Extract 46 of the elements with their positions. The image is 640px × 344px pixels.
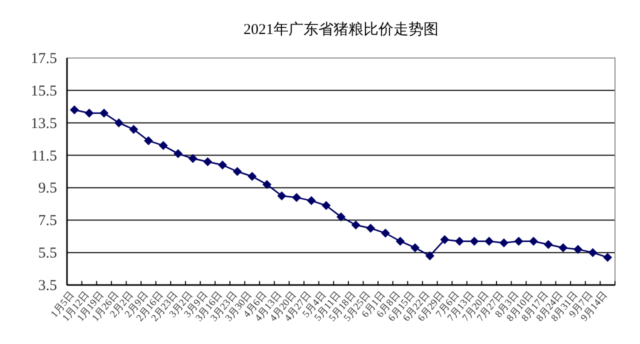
point bbox=[380, 228, 390, 238]
y-tick-label: 7.5 bbox=[38, 213, 57, 230]
point bbox=[114, 118, 124, 128]
point bbox=[218, 160, 228, 170]
point bbox=[573, 244, 582, 254]
point bbox=[484, 236, 494, 246]
point bbox=[588, 248, 598, 258]
point bbox=[396, 236, 405, 246]
point bbox=[558, 243, 568, 252]
point bbox=[262, 180, 272, 189]
point bbox=[425, 251, 434, 260]
point bbox=[410, 243, 420, 252]
point bbox=[188, 154, 198, 164]
point bbox=[514, 236, 524, 246]
y-tick-label: 11.5 bbox=[31, 148, 57, 164]
point bbox=[158, 141, 168, 150]
point bbox=[144, 136, 153, 146]
point bbox=[232, 167, 242, 176]
y-tick-label: 15.5 bbox=[30, 83, 57, 100]
point bbox=[248, 172, 257, 181]
point bbox=[100, 108, 109, 118]
point bbox=[322, 201, 331, 210]
point bbox=[366, 224, 376, 233]
y-tick-label: 13.5 bbox=[30, 116, 57, 132]
point bbox=[277, 191, 286, 200]
point bbox=[129, 124, 138, 134]
point bbox=[351, 220, 360, 230]
point bbox=[84, 108, 94, 118]
y-tick-label: 3.5 bbox=[38, 278, 57, 294]
point bbox=[499, 238, 508, 248]
point bbox=[70, 105, 79, 114]
point bbox=[292, 192, 302, 202]
point bbox=[544, 240, 553, 249]
y-tick-label: 17.5 bbox=[30, 51, 57, 67]
point bbox=[174, 149, 183, 158]
point bbox=[470, 236, 479, 246]
point bbox=[454, 236, 464, 246]
point bbox=[440, 235, 450, 244]
point bbox=[203, 157, 212, 166]
y-tick-label: 9.5 bbox=[38, 180, 57, 197]
chart-title: 2021年广东省猪粮比价走势图 bbox=[244, 21, 438, 38]
point bbox=[306, 196, 316, 206]
y-tick-label: 5.5 bbox=[38, 246, 57, 262]
point bbox=[336, 212, 346, 222]
point bbox=[603, 252, 612, 262]
point bbox=[529, 236, 538, 246]
